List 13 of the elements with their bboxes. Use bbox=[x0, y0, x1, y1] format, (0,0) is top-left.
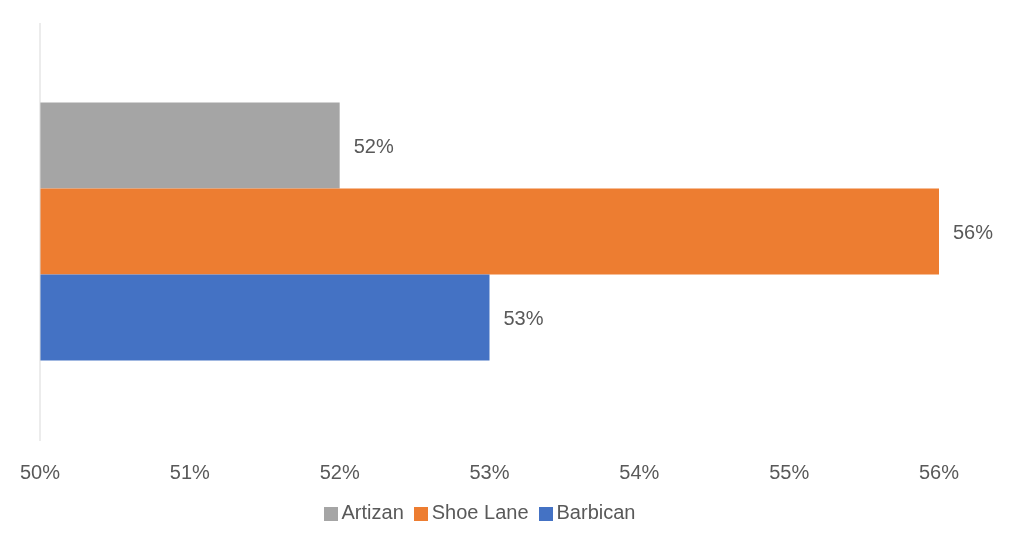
legend-label: Artizan bbox=[341, 501, 404, 523]
x-tick-label: 56% bbox=[918, 461, 960, 484]
x-tick-label: 52% bbox=[319, 461, 360, 484]
data-label: 52% bbox=[353, 134, 394, 157]
legend-label: Barbican bbox=[556, 501, 636, 523]
x-tick-label: 51% bbox=[169, 461, 211, 484]
x-tick-label: 50% bbox=[19, 461, 61, 484]
x-tick-label: 54% bbox=[619, 461, 660, 484]
legend-label: Shoe Lane bbox=[431, 501, 529, 523]
x-tick-label: 55% bbox=[769, 461, 810, 484]
data-label: 56% bbox=[953, 220, 994, 243]
data-label: 53% bbox=[503, 306, 544, 329]
x-tick-label: 53% bbox=[469, 461, 510, 484]
